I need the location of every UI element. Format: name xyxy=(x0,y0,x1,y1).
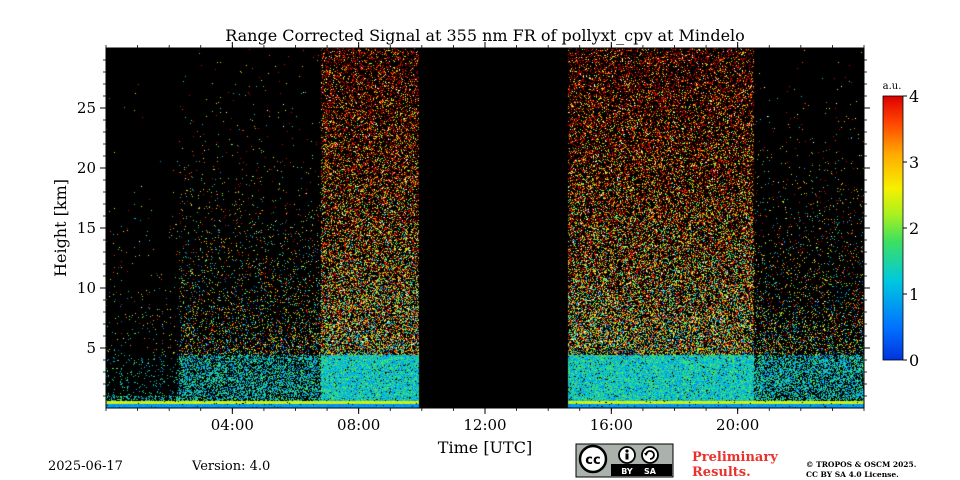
colorbar-ticks: 0 1 2 3 4 xyxy=(903,87,919,370)
y-tick-label: 5 xyxy=(86,339,96,357)
x-axis: 04:00 08:00 12:00 16:00 20:00 xyxy=(211,42,759,434)
x-tick-label: 04:00 xyxy=(211,416,254,434)
y-axis: 5 10 15 20 25 xyxy=(77,99,870,357)
colorbar-tick-label: 2 xyxy=(909,219,919,238)
y-tick-label: 25 xyxy=(77,99,96,117)
x-axis-label: Time [UTC] xyxy=(438,438,532,457)
x-tick-label: 08:00 xyxy=(337,416,380,434)
colorbar-tick-label: 1 xyxy=(909,285,919,304)
heatmap-image xyxy=(106,48,864,408)
y-axis-label: Height [km] xyxy=(51,179,70,277)
x-tick-label: 20:00 xyxy=(716,416,759,434)
attribution-icon xyxy=(618,446,636,464)
cc-icon: cc xyxy=(578,444,608,474)
y-tick-label: 15 xyxy=(77,219,96,237)
plot-area xyxy=(103,45,867,411)
copyright-line2: CC BY SA 4.0 License. xyxy=(806,470,899,479)
preliminary-line1: Preliminary xyxy=(692,450,778,465)
share-alike-icon xyxy=(641,446,659,464)
x-tick-label: 16:00 xyxy=(590,416,633,434)
preliminary-line2: Results. xyxy=(692,465,751,480)
y-tick-label: 10 xyxy=(77,279,96,297)
y-tick-label: 20 xyxy=(77,159,96,177)
colorbar-tick-label: 4 xyxy=(909,87,919,106)
x-tick-label: 12:00 xyxy=(463,416,506,434)
colorbar-gradient xyxy=(882,95,904,361)
svg-text:cc: cc xyxy=(585,453,600,468)
colorbar: a.u. 0 1 2 3 4 xyxy=(882,81,919,370)
chart-title: Range Corrected Signal at 355 nm FR of p… xyxy=(225,26,745,45)
license-badge: cc BY SA xyxy=(575,443,674,478)
footer-date: 2025-06-17 xyxy=(48,459,123,474)
badge-sa: SA xyxy=(644,467,657,476)
copyright-line1: © TROPOS & OSCM 2025. xyxy=(806,460,916,469)
footer-version: Version: 4.0 xyxy=(191,459,270,474)
colorbar-tick-label: 3 xyxy=(909,153,919,172)
colorbar-label: a.u. xyxy=(883,81,902,92)
badge-by: BY xyxy=(621,467,633,476)
colorbar-tick-label: 0 xyxy=(909,351,919,370)
